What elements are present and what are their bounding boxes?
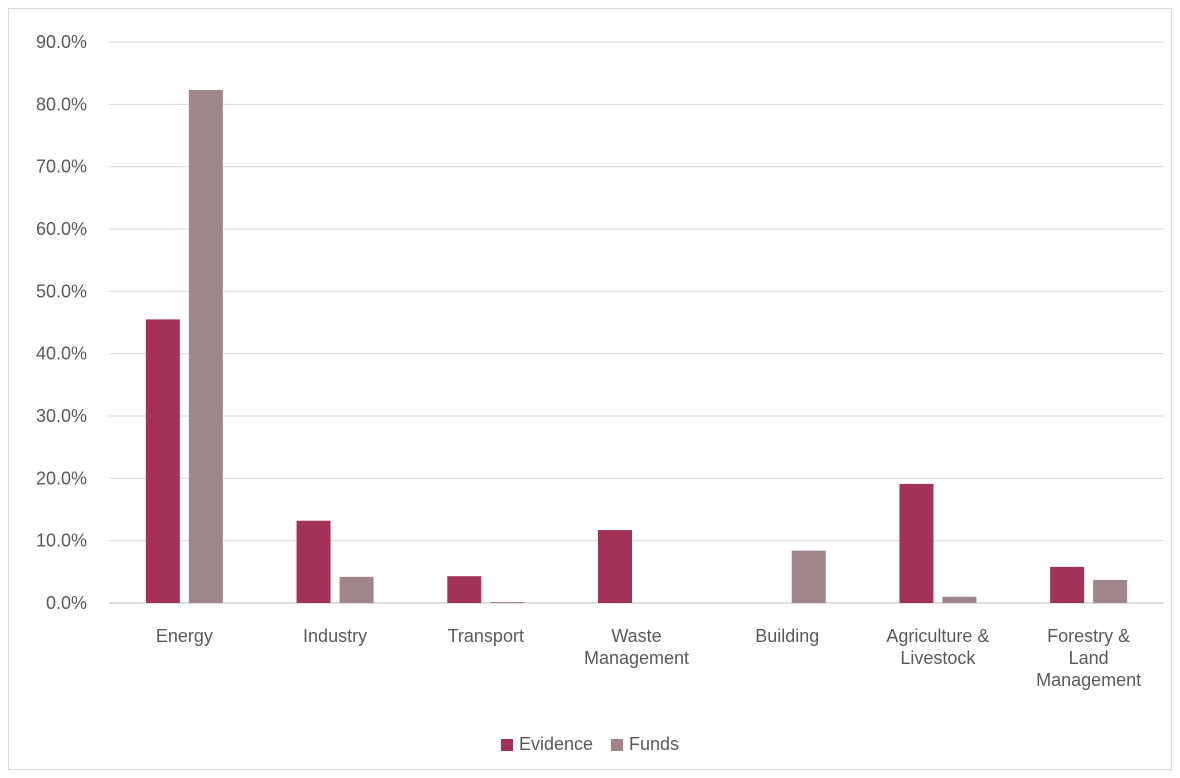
legend-swatch-funds [611,738,624,751]
bar-funds-6 [1093,579,1128,603]
x-tick-label: Building [755,626,819,646]
x-tick-label: Waste Management [584,626,689,668]
bar-evidence-6 [1050,566,1085,603]
y-tick-label: 50.0% [36,281,87,301]
y-tick-label: 30.0% [36,406,87,426]
y-tick-label: 20.0% [36,468,87,488]
bar-funds-2 [490,602,525,603]
bar-evidence-1 [296,520,331,603]
gridlines [109,41,1164,604]
x-tick-label: Transport [448,626,524,646]
y-tick-label: 60.0% [36,219,87,239]
bar-funds-4 [791,550,826,603]
legend-label-funds: Funds [629,734,680,754]
bar-funds-5 [942,596,977,603]
legend-swatch-evidence [500,738,513,751]
legend-label-evidence: Evidence [518,734,594,754]
x-axis-tick-labels: Energy Industry Transport Waste Management Bu… [156,626,1141,690]
bar-evidence-0 [145,319,180,603]
y-tick-label: 90.0% [36,32,87,52]
y-tick-label: 80.0% [36,94,87,114]
bar-evidence-5 [899,483,934,603]
x-tick-label: Agriculture & Livestock [886,626,989,668]
legend-item-funds: Funds [611,734,679,755]
x-tick-label: Industry [303,626,367,646]
bar-evidence-2 [447,576,482,603]
bar-evidence-3 [598,530,632,603]
x-tick-label: Forestry & Land Management [1036,626,1141,690]
y-tick-label: 70.0% [36,157,87,177]
y-tick-label: 10.0% [36,531,87,551]
x-tick-label: Energy [156,626,213,646]
bar-funds-1 [339,576,374,603]
y-axis-tick-labels: 0.0% 10.0% 20.0% 30.0% 40.0% 50.0% 60.0% 70.0% 8… [36,32,87,613]
y-tick-label: 40.0% [36,344,87,364]
y-tick-label: 0.0% [46,593,87,613]
legend-item-evidence: Evidence [500,734,594,755]
bars [145,89,1128,604]
legend: Evidence Funds [0,734,1180,755]
bar-funds-0 [188,89,223,604]
